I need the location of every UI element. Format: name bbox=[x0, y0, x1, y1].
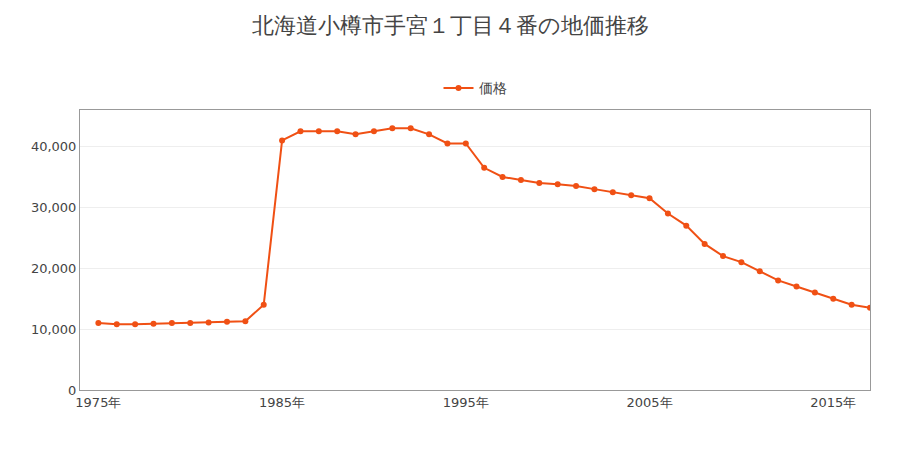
svg-text:10,000: 10,000 bbox=[31, 322, 77, 337]
svg-text:40,000: 40,000 bbox=[31, 139, 77, 154]
svg-text:2015年: 2015年 bbox=[810, 395, 856, 410]
svg-text:1995年: 1995年 bbox=[443, 395, 489, 410]
svg-text:2005年: 2005年 bbox=[626, 395, 672, 410]
svg-text:30,000: 30,000 bbox=[31, 200, 77, 215]
svg-text:1975年: 1975年 bbox=[75, 395, 121, 410]
svg-text:価格: 価格 bbox=[479, 80, 507, 96]
svg-text:1985年: 1985年 bbox=[259, 395, 305, 410]
svg-text:0: 0 bbox=[68, 383, 76, 398]
svg-text:20,000: 20,000 bbox=[31, 261, 77, 276]
svg-text:北海道小樽市手宮１丁目４番の地価推移: 北海道小樽市手宮１丁目４番の地価推移 bbox=[252, 13, 649, 38]
